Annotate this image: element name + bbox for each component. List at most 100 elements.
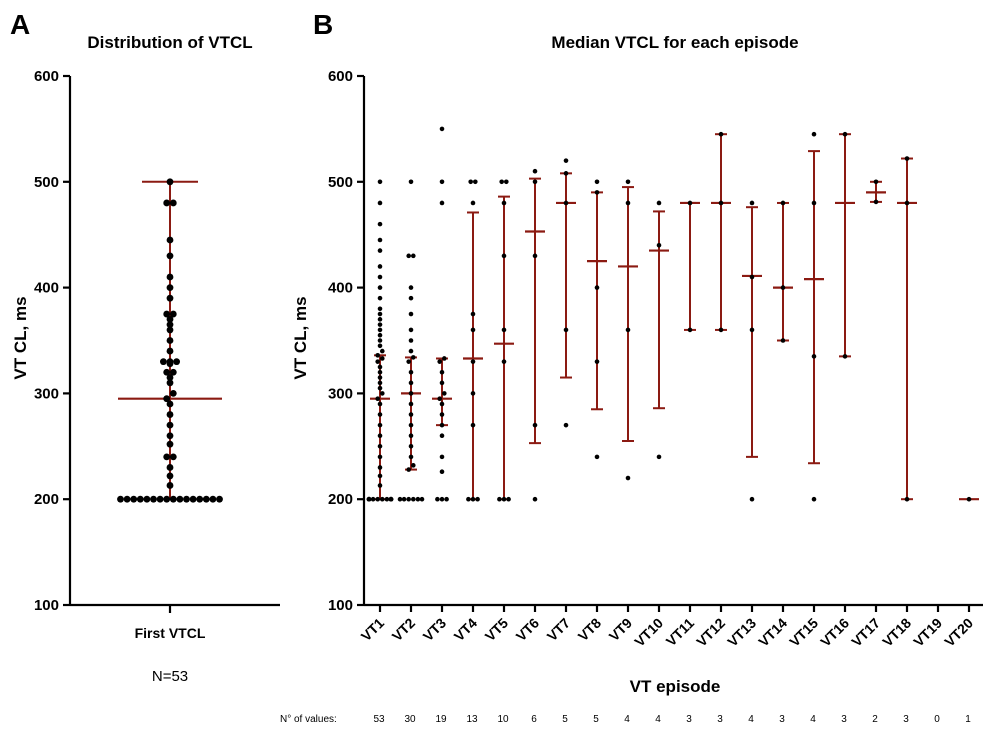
panel-b-n-value: 13 — [466, 714, 478, 725]
panel-b-point — [375, 396, 381, 401]
panel-b-point — [408, 454, 414, 460]
panel-b-n-value: 10 — [497, 714, 509, 725]
panel-b-y-ticks: 100 200 300 400 500 600 — [328, 68, 364, 614]
panel-b-point — [656, 454, 662, 460]
panel-a-point — [163, 310, 171, 318]
panel-b-x-axis-label: VT episode — [630, 677, 721, 696]
panel-b-point — [466, 496, 471, 502]
panel-b-n-value: 3 — [841, 714, 847, 725]
panel-a-point — [143, 495, 151, 503]
panel-b-point — [563, 422, 569, 428]
panel-b-point — [366, 496, 372, 502]
panel-a-point — [183, 495, 190, 503]
panel-b-point — [388, 496, 394, 502]
panel-b-point — [408, 179, 414, 185]
panel-a-y-tick-label: 300 — [34, 385, 59, 402]
panel-b-point — [473, 179, 478, 185]
panel-b-point — [377, 483, 383, 488]
panel-b-point — [411, 496, 416, 502]
panel-a-point — [166, 432, 174, 440]
panel-b-n-values-label: N° of values: — [280, 714, 337, 725]
panel-b-point — [439, 454, 445, 460]
panel-b-point — [408, 412, 414, 417]
panel-b-point — [470, 496, 476, 502]
panel-b-point — [594, 359, 600, 364]
panel-b-point — [377, 317, 383, 322]
panel-a-y-axis-label: VT CL, ms — [11, 296, 30, 379]
panel-a-point — [166, 379, 174, 387]
panel-a-point — [169, 310, 177, 318]
panel-b-x-tick-label-vt6: VT6 — [513, 615, 543, 645]
panel-b-point — [468, 179, 474, 185]
panel-b-point — [501, 496, 507, 502]
panel-b-x-tick-label-vt4: VT4 — [451, 615, 481, 645]
panel-b-point — [408, 348, 414, 354]
panel-b-point — [501, 253, 507, 259]
panel-b-point — [377, 473, 383, 479]
panel-b-point — [408, 369, 414, 375]
panel-b-point — [377, 306, 383, 312]
panel-b-x-tick-label-vt18: VT18 — [879, 615, 914, 650]
panel-a-y-tick-label: 200 — [34, 491, 59, 508]
panel-a-point — [163, 495, 171, 503]
panel-a-marks — [117, 178, 223, 503]
panel-b-point — [470, 200, 476, 206]
panel-b-point — [406, 467, 412, 472]
panel-a-point — [209, 495, 217, 503]
panel-b-point — [718, 327, 724, 333]
panel-b-point — [594, 190, 600, 195]
panel-b-point — [532, 168, 538, 174]
panel-b-point — [437, 359, 443, 364]
panel-b-point — [749, 200, 755, 206]
panel-b-point — [811, 200, 817, 206]
panel-b-point — [437, 396, 443, 401]
panel-a-point — [166, 321, 174, 329]
panel-b-point — [408, 295, 414, 301]
panel-b-n-value: 6 — [531, 714, 537, 725]
panel-b-point — [439, 401, 445, 407]
panel-b-point — [904, 156, 910, 161]
panel-b-n-value: 1 — [965, 714, 971, 725]
panel-a-point — [196, 495, 204, 503]
panel-b-point — [504, 179, 509, 185]
panel-b-point — [377, 248, 383, 253]
panel-a-point — [166, 360, 174, 368]
panel-a-point — [166, 284, 174, 291]
panel-a-point — [169, 453, 177, 461]
panel-b-point — [563, 200, 569, 206]
panel-b-point — [380, 391, 385, 396]
panel-b-point — [439, 369, 445, 375]
panel-b-point — [470, 391, 476, 396]
panel-b-point — [377, 422, 383, 428]
panel-b-n-value: 2 — [872, 714, 878, 725]
panel-b-point — [532, 496, 538, 502]
panel-b-point — [408, 391, 414, 396]
panel-a-point — [166, 411, 174, 418]
panel-b-marks — [366, 126, 979, 502]
panel-b-point — [904, 496, 910, 502]
panel-a-category-label: First VTCL — [135, 625, 206, 641]
panel-b-n-value: 5 — [593, 714, 599, 725]
panel-b-x-tick-label-vt11: VT11 — [663, 615, 698, 650]
panel-b-point — [966, 496, 972, 502]
panel-a-point — [166, 464, 174, 471]
panel-b-point — [377, 465, 383, 470]
panel-b-point — [501, 327, 507, 333]
panel-a-point — [163, 453, 171, 461]
panel-b-point — [411, 253, 416, 259]
panel-a-point — [166, 326, 174, 334]
panel-b-point — [377, 364, 383, 370]
panel-b-point — [501, 359, 507, 364]
panel-b-n-value: 30 — [404, 714, 416, 725]
panel-b-point — [625, 327, 631, 333]
panel-b-point — [497, 496, 502, 502]
panel-b-point — [377, 444, 383, 449]
panel-b-x-tick-label-vt10: VT10 — [631, 615, 666, 650]
panel-b-point — [904, 200, 910, 206]
panel-b-point — [594, 454, 600, 460]
panel-b-point — [470, 311, 476, 317]
panel-b-point — [532, 253, 538, 259]
panel-b-point — [377, 343, 383, 349]
panel-a: A Distribution of VTCL VT CL, ms 100 200 3… — [10, 9, 280, 685]
